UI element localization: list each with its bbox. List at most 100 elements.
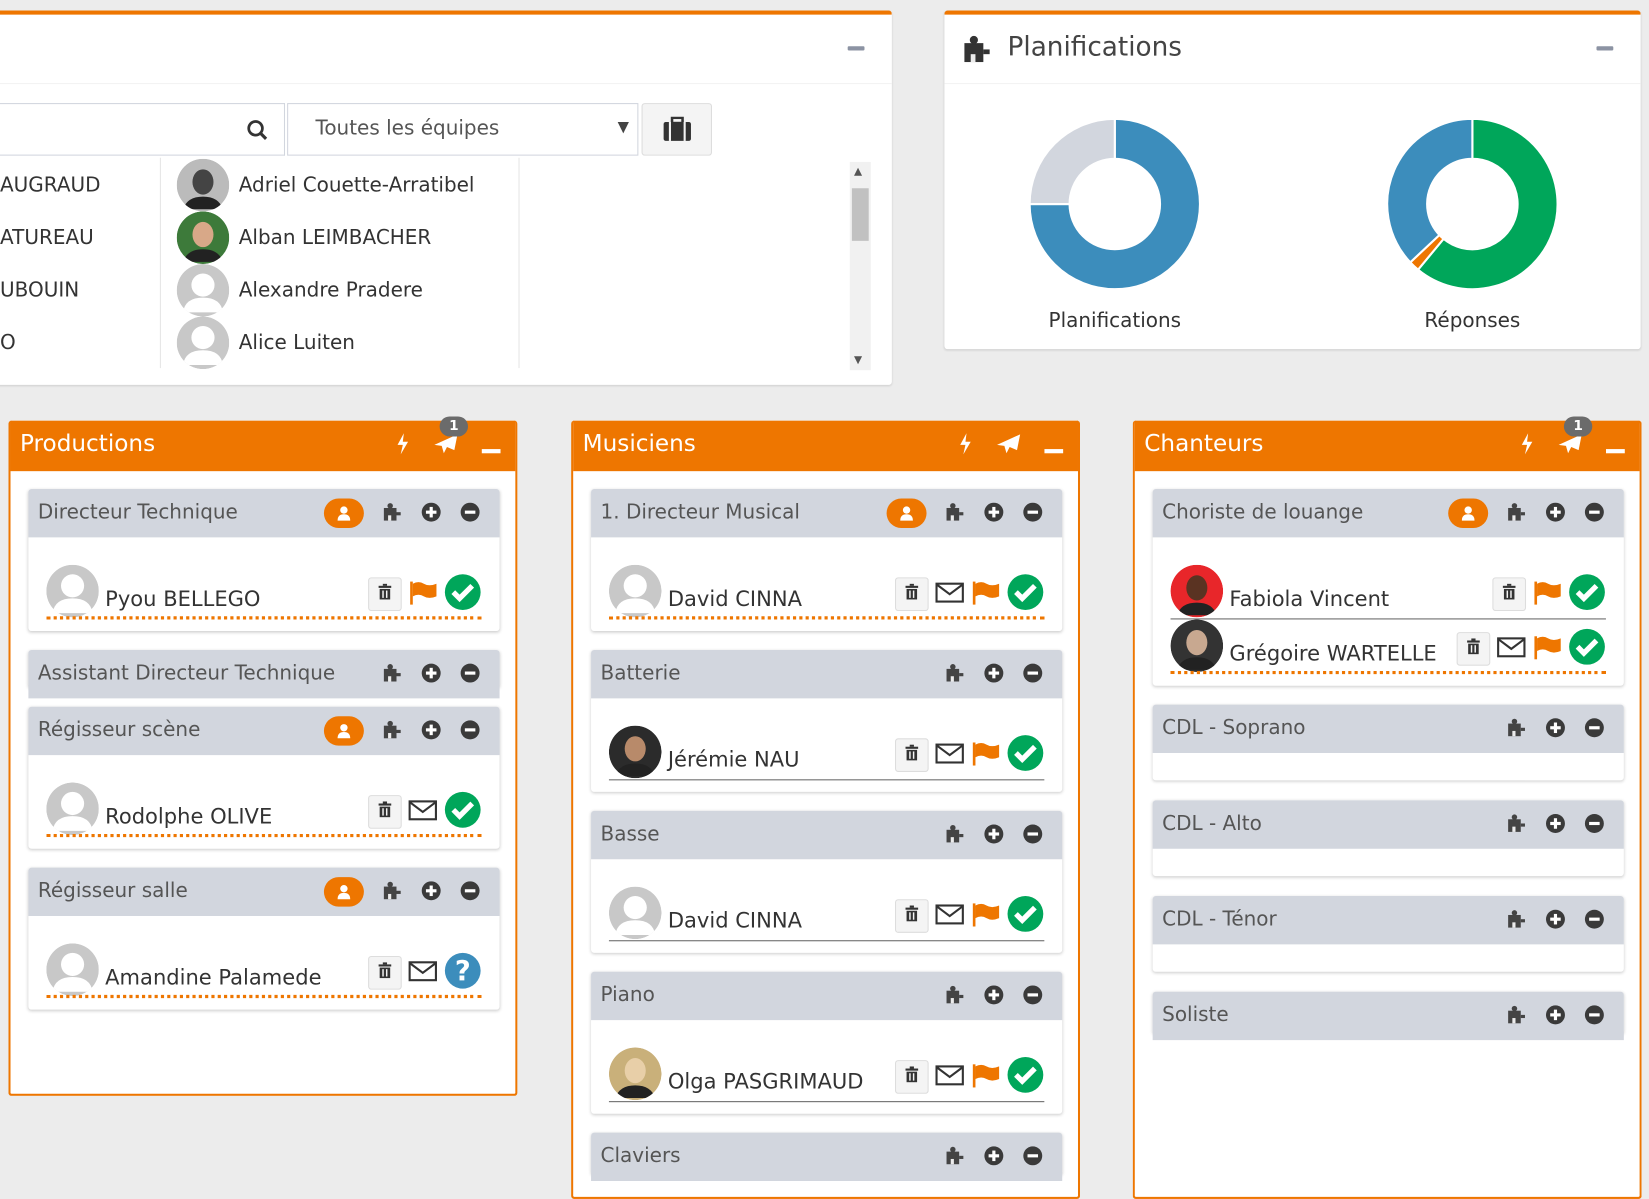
puzzle-icon[interactable]	[944, 823, 965, 849]
flag-icon[interactable]	[408, 579, 437, 608]
send-icon[interactable]	[996, 433, 1021, 460]
plus-circle-icon[interactable]	[1545, 502, 1566, 528]
minus-circle-icon[interactable]	[1584, 502, 1605, 528]
delete-button[interactable]	[368, 955, 402, 990]
minus-circle-icon[interactable]	[1022, 984, 1043, 1010]
mail-icon[interactable]	[935, 902, 964, 929]
assigned-person[interactable]: Rodolphe OLIVE	[46, 782, 482, 838]
puzzle-icon[interactable]	[944, 1145, 965, 1171]
plus-circle-icon[interactable]	[1545, 909, 1566, 935]
collapse-icon[interactable]	[1605, 434, 1625, 460]
assign-user-button[interactable]	[323, 716, 364, 746]
flag-icon[interactable]	[971, 740, 1000, 769]
minus-circle-icon[interactable]	[460, 719, 481, 745]
send-icon[interactable]: 1	[1558, 416, 1593, 460]
minus-circle-icon[interactable]	[1584, 813, 1605, 839]
search-input[interactable]	[0, 103, 286, 156]
delete-button[interactable]	[894, 738, 929, 772]
flag-icon[interactable]	[1532, 579, 1561, 608]
delete-button[interactable]	[368, 577, 402, 612]
assigned-person[interactable]: David CINNA	[608, 564, 1045, 620]
minus-circle-icon[interactable]	[1022, 663, 1043, 689]
scrollbar-thumb[interactable]	[851, 188, 869, 241]
mail-icon[interactable]	[1497, 635, 1526, 662]
scroll-down-icon[interactable]: ▼	[853, 354, 863, 366]
flag-icon[interactable]	[971, 1062, 1000, 1091]
minus-circle-icon[interactable]	[1584, 909, 1605, 935]
assigned-person[interactable]: David CINNA	[608, 886, 1045, 942]
bolt-icon[interactable]	[1520, 433, 1535, 460]
delete-button[interactable]	[368, 795, 402, 829]
check-circle-icon[interactable]	[1006, 573, 1044, 615]
plus-circle-icon[interactable]	[983, 984, 1004, 1010]
puzzle-icon[interactable]	[944, 984, 965, 1010]
bolt-icon[interactable]	[958, 433, 973, 460]
scrollbar[interactable]: ▲ ▼	[849, 161, 871, 371]
scroll-up-icon[interactable]: ▲	[853, 166, 863, 178]
check-circle-icon[interactable]	[1006, 1056, 1044, 1098]
puzzle-icon[interactable]	[382, 880, 403, 906]
mail-icon[interactable]	[408, 959, 437, 986]
donut-slice[interactable]	[1386, 117, 1474, 264]
assign-user-button[interactable]	[886, 498, 927, 528]
puzzle-icon[interactable]	[382, 502, 403, 528]
plus-circle-icon[interactable]	[421, 880, 442, 906]
search-icon[interactable]	[246, 119, 269, 142]
assign-user-button[interactable]	[323, 877, 364, 907]
mail-icon[interactable]	[935, 581, 964, 608]
check-circle-icon[interactable]	[1568, 628, 1606, 670]
check-circle-icon[interactable]	[444, 573, 482, 615]
puzzle-icon[interactable]	[1506, 717, 1527, 743]
delete-button[interactable]	[1492, 577, 1527, 612]
plus-circle-icon[interactable]	[983, 823, 1004, 849]
puzzle-icon[interactable]	[944, 502, 965, 528]
minus-circle-icon[interactable]	[460, 663, 481, 689]
collapse-button[interactable]	[1596, 46, 1614, 51]
plus-circle-icon[interactable]	[421, 719, 442, 745]
check-circle-icon[interactable]	[1006, 734, 1044, 776]
donut-slice[interactable]	[1028, 117, 1202, 291]
flag-icon[interactable]	[971, 901, 1000, 930]
member-item[interactable]: ATUREAU	[0, 211, 94, 264]
team-select[interactable]: Toutes les équipes ▼	[287, 103, 639, 156]
member-item[interactable]: Alexandre Pradere	[176, 263, 423, 317]
check-circle-icon[interactable]	[444, 791, 482, 833]
assigned-person[interactable]: Fabiola Vincent	[1170, 564, 1606, 620]
mail-icon[interactable]	[935, 741, 964, 768]
assigned-person[interactable]: Olga PASGRIMAUD	[608, 1047, 1045, 1103]
member-item[interactable]: Alice Luiten	[176, 316, 355, 370]
assign-user-button[interactable]	[1448, 498, 1489, 528]
plus-circle-icon[interactable]	[1545, 717, 1566, 743]
member-item[interactable]: O	[0, 317, 16, 370]
briefcase-button[interactable]	[641, 103, 713, 156]
assigned-person[interactable]: Amandine Palamede ?	[46, 943, 482, 999]
member-item[interactable]: Adriel Couette-Arratibel	[176, 158, 475, 212]
assigned-person[interactable]: Pyou BELLEGO	[46, 564, 482, 620]
minus-circle-icon[interactable]	[1584, 1004, 1605, 1030]
bolt-icon[interactable]	[395, 433, 410, 460]
puzzle-icon[interactable]	[1506, 909, 1527, 935]
plus-circle-icon[interactable]	[421, 502, 442, 528]
puzzle-icon[interactable]	[1506, 502, 1527, 528]
delete-button[interactable]	[1456, 632, 1491, 666]
puzzle-icon[interactable]	[382, 719, 403, 745]
minus-circle-icon[interactable]	[1022, 502, 1043, 528]
send-icon[interactable]: 1	[433, 416, 469, 460]
collapse-icon[interactable]	[481, 434, 501, 460]
donut-slice[interactable]	[1416, 117, 1559, 291]
minus-circle-icon[interactable]	[460, 502, 481, 528]
minus-circle-icon[interactable]	[1022, 1145, 1043, 1171]
check-circle-icon[interactable]	[1006, 895, 1044, 937]
plus-circle-icon[interactable]	[421, 663, 442, 689]
assigned-person[interactable]: Grégoire WARTELLE	[1170, 619, 1606, 675]
minus-circle-icon[interactable]	[1584, 717, 1605, 743]
plus-circle-icon[interactable]	[983, 1145, 1004, 1171]
mail-icon[interactable]	[935, 1063, 964, 1090]
collapse-button[interactable]	[847, 46, 865, 51]
delete-button[interactable]	[894, 899, 929, 933]
plus-circle-icon[interactable]	[983, 663, 1004, 689]
delete-button[interactable]	[894, 577, 929, 612]
puzzle-icon[interactable]	[944, 663, 965, 689]
puzzle-icon[interactable]	[1506, 813, 1527, 839]
member-item[interactable]: UBOUIN	[0, 264, 79, 317]
